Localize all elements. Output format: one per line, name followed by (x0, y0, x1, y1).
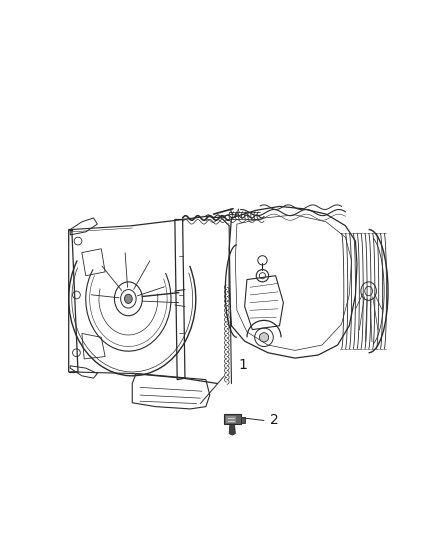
FancyBboxPatch shape (241, 417, 245, 423)
Polygon shape (229, 424, 235, 435)
Text: 1: 1 (239, 358, 247, 372)
Text: 2: 2 (270, 414, 279, 427)
Ellipse shape (259, 333, 268, 342)
FancyBboxPatch shape (224, 414, 241, 424)
Ellipse shape (124, 294, 132, 303)
FancyBboxPatch shape (226, 416, 235, 422)
